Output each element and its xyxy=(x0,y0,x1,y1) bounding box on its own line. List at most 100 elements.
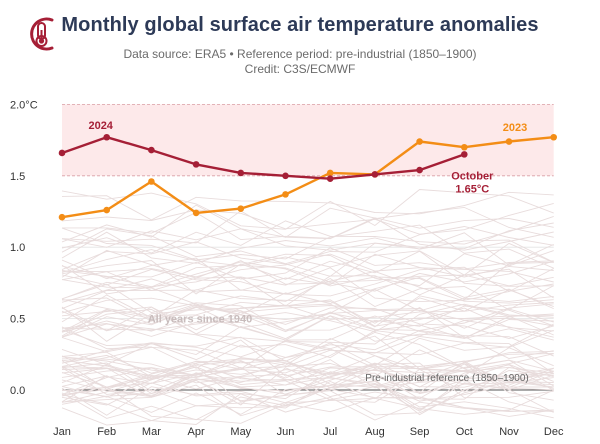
history-year-line xyxy=(61,295,554,328)
history-year-line xyxy=(61,386,554,416)
history-year-line xyxy=(61,189,554,230)
x-tick-label: Oct xyxy=(456,426,473,438)
history-year-line xyxy=(61,299,554,342)
y-tick-label: 1.0 xyxy=(10,242,25,254)
history-year-line xyxy=(61,204,554,243)
chart-subtitle-source: Data source: ERA5 • Reference period: pr… xyxy=(123,47,477,61)
history-label: All years since 1940 xyxy=(148,314,253,326)
data-point-2023 xyxy=(461,143,468,151)
data-point-2023 xyxy=(192,209,200,217)
history-year-line xyxy=(61,231,554,264)
history-year-line xyxy=(61,267,554,310)
data-point-2023 xyxy=(237,205,245,212)
data-point-2024 xyxy=(237,169,245,177)
october-value: 1.65°C xyxy=(455,183,489,195)
history-year-line xyxy=(61,303,554,345)
data-point-2023 xyxy=(58,213,66,221)
history-year-line xyxy=(61,323,554,367)
history-year-line xyxy=(61,277,554,314)
history-year-line xyxy=(61,289,554,324)
history-year-line xyxy=(61,215,554,254)
series-line-2023 xyxy=(61,136,554,219)
c3s-thermometer-logo-icon xyxy=(30,17,54,51)
x-tick-label: Aug xyxy=(365,426,385,438)
history-year-line xyxy=(61,306,554,339)
x-tick-label: Mar xyxy=(142,426,161,438)
history-year-line xyxy=(61,364,554,398)
history-year-line xyxy=(61,266,554,297)
chart-subtitle-credit: Credit: C3S/ECMWF xyxy=(244,62,356,76)
series-label-2024: 2024 xyxy=(88,120,113,132)
data-point-2023 xyxy=(148,178,155,185)
x-tick-label: Feb xyxy=(97,426,116,438)
history-year-line xyxy=(61,242,554,276)
data-point-2024 xyxy=(371,171,379,178)
history-year-line xyxy=(61,247,554,280)
data-point-2023 xyxy=(416,138,423,145)
x-tick-label: May xyxy=(230,426,251,438)
history-year-line xyxy=(61,363,554,401)
data-point-2023 xyxy=(505,138,513,145)
data-point-2024 xyxy=(461,151,468,158)
data-point-2023 xyxy=(103,206,110,214)
history-year-line xyxy=(61,351,554,390)
history-year-line xyxy=(61,202,554,235)
history-year-line xyxy=(61,268,554,307)
data-point-2024 xyxy=(192,161,200,168)
history-year-line xyxy=(61,250,554,287)
history-year-line xyxy=(61,253,554,291)
y-tick-label: 0.5 xyxy=(10,314,25,326)
series-line-2024 xyxy=(61,135,465,180)
x-tick-label: Jul xyxy=(323,426,337,438)
reference-label: Pre-industrial reference (1850–1900) xyxy=(365,373,528,384)
history-year-line xyxy=(61,191,554,221)
data-point-2024 xyxy=(103,133,110,141)
history-year-line xyxy=(61,335,554,374)
x-tick-label: Jan xyxy=(53,426,71,438)
history-year-line xyxy=(61,271,554,304)
history-year-line xyxy=(61,315,554,341)
history-year-line xyxy=(61,380,554,421)
history-year-line xyxy=(61,326,554,369)
data-point-2024 xyxy=(148,146,155,154)
history-year-line xyxy=(62,212,554,241)
x-tick-label: Sep xyxy=(410,426,430,438)
history-year-line xyxy=(61,367,554,406)
data-point-2023 xyxy=(326,169,334,177)
x-tick-label: Apr xyxy=(188,426,205,438)
data-point-2024 xyxy=(416,166,423,174)
target-band xyxy=(62,104,554,176)
data-point-2024 xyxy=(326,175,334,182)
y-tick-label: 2.0°C xyxy=(10,99,38,111)
history-year-line xyxy=(61,264,554,295)
history-year-line xyxy=(61,350,554,392)
history-year-line xyxy=(61,297,554,336)
y-tick-label: 1.5 xyxy=(10,171,25,183)
october-label: October xyxy=(451,170,494,182)
history-year-line xyxy=(61,359,554,389)
y-tick-label: 0.0 xyxy=(10,385,25,397)
history-year-line xyxy=(61,261,554,301)
data-point-2024 xyxy=(58,149,66,157)
x-tick-label: Jun xyxy=(277,426,295,438)
data-point-2024 xyxy=(282,172,289,180)
history-year-line xyxy=(61,222,554,251)
data-point-2023 xyxy=(550,133,557,141)
history-year-line xyxy=(61,315,554,359)
history-year-line xyxy=(61,207,554,251)
history-year-line xyxy=(61,348,554,388)
history-year-line xyxy=(61,386,554,424)
history-year-line xyxy=(61,305,554,332)
x-tick-label: Dec xyxy=(544,426,564,438)
history-year-line xyxy=(61,249,554,292)
history-year-line xyxy=(61,360,554,403)
history-year-line xyxy=(61,304,554,332)
x-tick-label: Nov xyxy=(499,426,519,438)
history-year-line xyxy=(61,335,554,374)
series-label-2023: 2023 xyxy=(503,122,527,134)
chart-title: Monthly global surface air temperature a… xyxy=(61,14,539,36)
history-year-line xyxy=(61,331,554,378)
history-year-line xyxy=(61,224,554,269)
data-point-2023 xyxy=(282,191,289,198)
